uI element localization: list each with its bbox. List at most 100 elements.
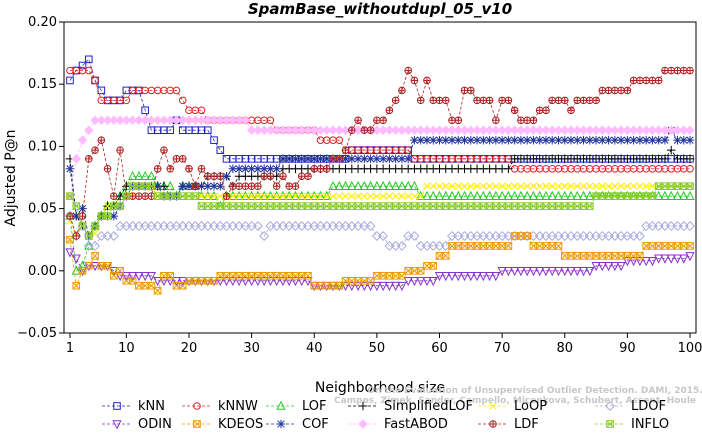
data-point: [146, 115, 157, 126]
data-point: [316, 202, 325, 210]
data-point: [78, 267, 87, 275]
data-point: [348, 202, 356, 210]
data-point: [265, 190, 276, 200]
data-point: [348, 276, 356, 285]
data-point: [492, 202, 500, 210]
data-point: [667, 66, 676, 75]
data-point: [273, 192, 281, 200]
y-tick-label: 0.00: [28, 264, 57, 279]
data-point: [385, 106, 394, 115]
data-point: [297, 202, 306, 210]
data-point: [429, 96, 438, 105]
data-point: [647, 257, 658, 267]
data-point: [373, 116, 381, 125]
data-point: [115, 115, 125, 126]
data-point: [171, 115, 182, 126]
data-point: [653, 125, 664, 135]
x-tick-label: 90: [619, 341, 636, 356]
data-point: [197, 164, 206, 173]
data-point: [265, 125, 276, 135]
data-point: [266, 164, 275, 174]
legend-item-cof: COF: [266, 417, 329, 432]
data-point: [71, 211, 81, 221]
data-point: [541, 267, 551, 277]
data-point: [485, 182, 494, 190]
data-point: [210, 192, 218, 200]
data-point: [403, 276, 413, 287]
data-point: [147, 182, 156, 191]
data-point: [396, 240, 407, 251]
data-point: [679, 254, 689, 264]
data-point: [611, 182, 619, 190]
legend-label: INFLO: [631, 417, 669, 432]
data-point: [648, 76, 657, 85]
data-point: [234, 115, 244, 126]
data-point: [335, 202, 344, 210]
data-point: [673, 66, 682, 75]
data-point: [392, 192, 400, 200]
data-point: [128, 192, 137, 200]
data-point: [397, 125, 407, 135]
data-point: [66, 235, 74, 244]
data-point: [102, 115, 113, 126]
data-point: [628, 125, 639, 135]
data-point: [72, 232, 81, 240]
legend-label: kNNW: [218, 399, 258, 414]
data-point: [108, 230, 119, 241]
data-point: [442, 182, 450, 190]
data-point: [560, 202, 569, 210]
data-point: [622, 257, 632, 267]
data-point: [66, 76, 74, 85]
data-point: [535, 202, 544, 210]
data-point: [90, 262, 100, 272]
data-point: [291, 154, 300, 164]
data-point: [303, 276, 313, 287]
data-point: [642, 182, 650, 190]
x-tick-label: 20: [181, 341, 198, 356]
data-point: [522, 125, 532, 135]
data-point: [529, 202, 538, 210]
data-point: [560, 135, 570, 145]
data-point: [260, 172, 268, 181]
data-point: [353, 281, 363, 292]
data-point: [573, 96, 582, 105]
series-ldf: [66, 66, 694, 240]
data-point: [284, 125, 294, 135]
data-point: [252, 221, 263, 232]
data-point: [585, 135, 595, 145]
data-point: [429, 182, 437, 190]
data-point: [641, 135, 651, 145]
data-point: [409, 125, 420, 135]
data-point: [78, 61, 87, 70]
data-point: [416, 96, 425, 105]
legend-item-ldof: LDOF: [595, 399, 666, 414]
data-point: [329, 202, 337, 210]
data-point: [492, 182, 500, 190]
data-point: [547, 267, 557, 277]
data-point: [166, 126, 175, 135]
data-point: [553, 267, 564, 277]
data-point: [467, 242, 475, 250]
data-point: [497, 190, 507, 200]
data-point: [453, 125, 464, 135]
data-point: [135, 281, 143, 290]
data-point: [504, 135, 513, 145]
data-point: [548, 182, 556, 190]
data-point: [611, 192, 619, 200]
data-point: [403, 154, 413, 164]
data-point: [598, 192, 607, 200]
x-axis: 1 10 20 30 40 50 60 70 80 90 100: [66, 333, 702, 356]
data-point: [398, 86, 406, 95]
data-point: [285, 271, 293, 280]
data-point: [84, 262, 93, 270]
data-point: [679, 182, 688, 191]
data-point: [297, 154, 307, 164]
data-point: [529, 116, 538, 125]
data-point: [284, 190, 294, 200]
data-point: [586, 182, 594, 190]
data-point: [510, 190, 520, 200]
data-point: [498, 202, 506, 210]
series-fastabod: [65, 115, 695, 201]
data-point: [285, 182, 293, 191]
data-point: [479, 96, 488, 105]
